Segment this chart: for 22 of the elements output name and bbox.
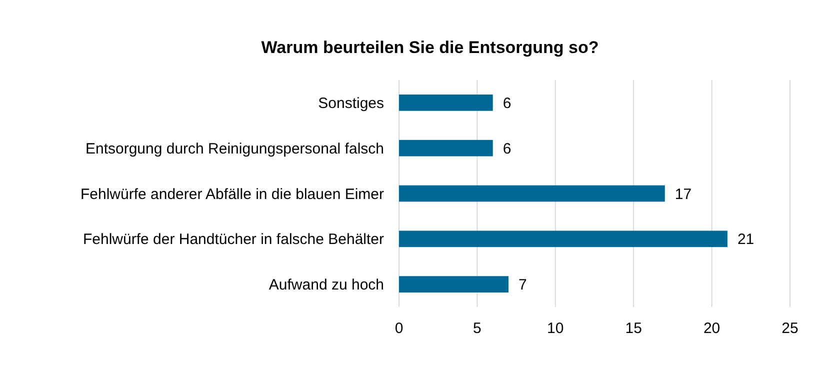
bar — [399, 94, 493, 111]
data-label: 7 — [518, 276, 527, 294]
y-tick-label: Fehlwürfe der Handtücher in falsche Behälter — [83, 231, 384, 248]
y-tick-label: Fehlwürfe anderer Abfälle in die blauen Eimer — [80, 186, 384, 203]
x-tick-label: 10 — [547, 320, 564, 337]
x-tick-label: 25 — [782, 320, 798, 337]
bar — [399, 185, 665, 202]
data-label: 6 — [502, 140, 512, 158]
y-tick-label: Aufwand zu hoch — [268, 276, 384, 294]
y-tick-label: Entsorgung durch Reinigungspersonal falsch — [85, 140, 384, 158]
data-label: 21 — [737, 231, 754, 248]
chart-title: Warum beurteilen Sie die Entsorgung so? — [261, 38, 599, 57]
data-label: 17 — [674, 186, 692, 203]
bar — [399, 276, 508, 292]
x-tick-label: 0 — [394, 320, 404, 337]
y-tick-label: Sonstiges — [318, 94, 384, 112]
bar — [399, 140, 493, 156]
x-tick-label: 20 — [703, 320, 720, 337]
x-tick-label: 5 — [473, 320, 482, 337]
x-tick-label: 15 — [625, 320, 642, 337]
bar — [399, 230, 728, 248]
data-label: 6 — [502, 94, 512, 112]
